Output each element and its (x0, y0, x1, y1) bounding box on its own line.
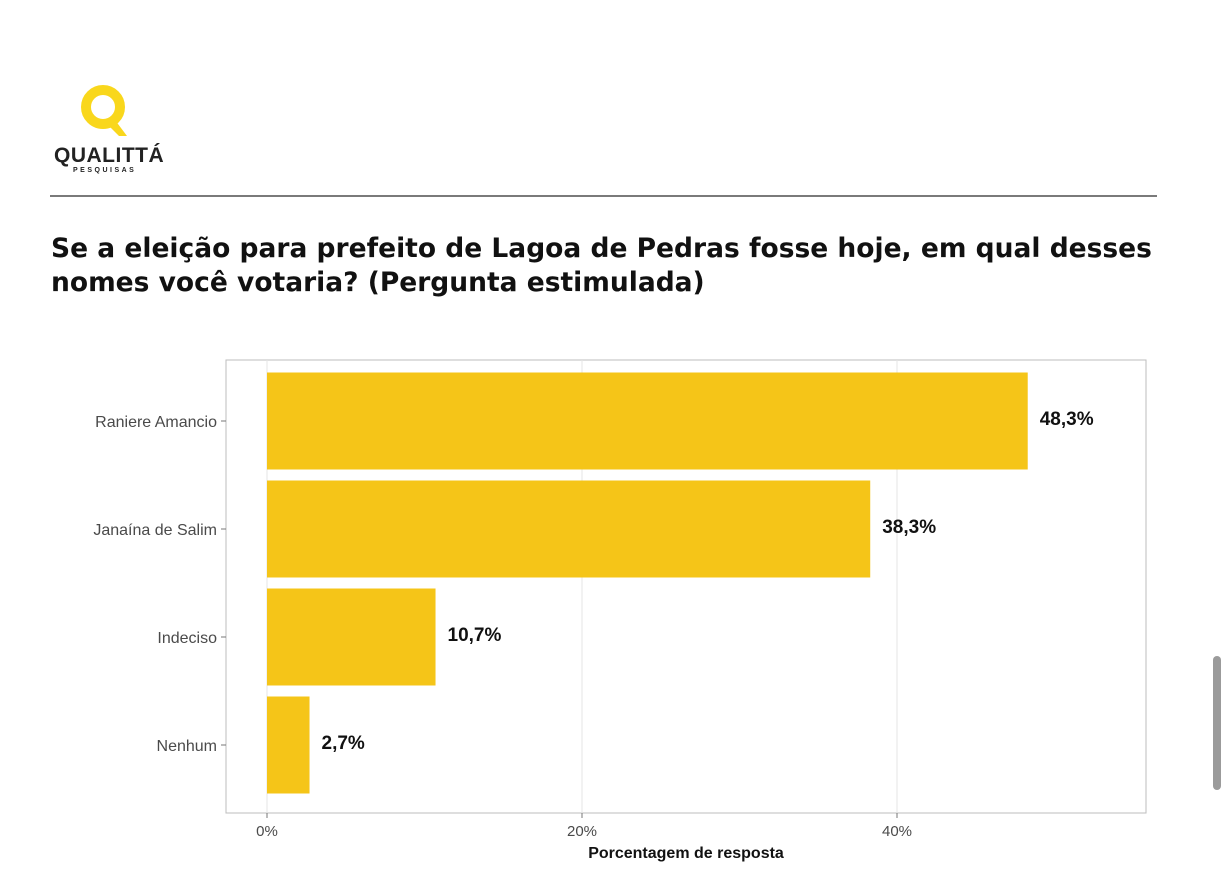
logo-name: QUALITTÁ (54, 144, 165, 167)
bar (267, 696, 310, 794)
x-axis-title: Porcentagem de resposta (588, 845, 784, 862)
bar (267, 372, 1028, 470)
question-title: Se a eleição para prefeito de Lagoa de P… (51, 233, 1152, 298)
header-divider (50, 195, 1157, 197)
x-tick-label: 20% (567, 823, 597, 840)
x-tick-label: 40% (882, 823, 912, 840)
x-axis-ticks: 0% 20% 40% (256, 813, 912, 840)
value-label: 10,7% (448, 625, 502, 646)
category-label: Nenhum (157, 738, 217, 755)
category-labels: Raniere Amancio Janaína de Salim Indeciso N… (93, 414, 226, 755)
value-label: 2,7% (322, 733, 365, 754)
bar (267, 588, 436, 686)
value-label: 38,3% (882, 517, 936, 538)
category-label: Raniere Amancio (95, 414, 217, 431)
category-label: Indeciso (157, 630, 217, 647)
category-label: Janaína de Salim (93, 522, 217, 539)
value-labels: 48,3% 38,3% 10,7% 2,7% (322, 409, 1094, 754)
bars-group (267, 372, 1028, 794)
scrollbar-thumb[interactable] (1213, 656, 1221, 790)
logo-tagline: PESQUISAS (73, 167, 137, 174)
logo-q-mark (81, 85, 127, 136)
value-label: 48,3% (1040, 409, 1094, 430)
qualitta-logo: QUALITTÁ PESQUISAS (52, 84, 192, 180)
bar (267, 480, 871, 578)
x-tick-label: 0% (256, 823, 278, 840)
